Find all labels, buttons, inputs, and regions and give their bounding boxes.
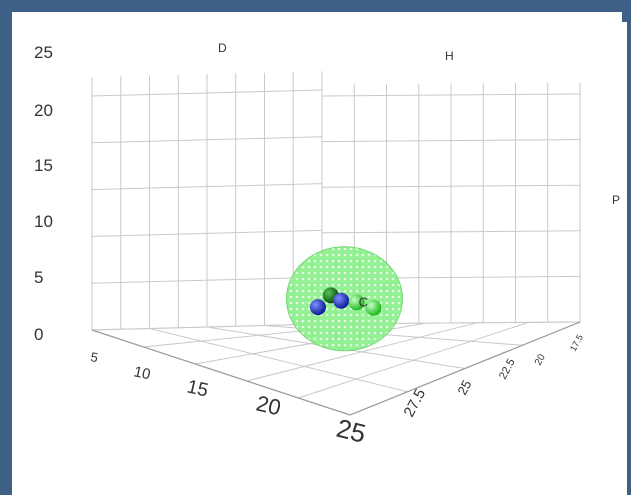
right-wall-gridline-h (321, 93, 581, 97)
left-wall-gridline-h (91, 136, 323, 144)
floor-edge (91, 321, 581, 416)
z-tick-label: 20 (34, 101, 53, 120)
z-tick-label: 0 (34, 325, 43, 344)
y-tick-label: 20 (533, 352, 548, 367)
wall-label: D (218, 41, 227, 55)
left-wall-gridline-h (91, 276, 323, 284)
data-point (309, 299, 326, 316)
y-tick-label: 17.5 (568, 333, 585, 353)
right-wall-gridline-h (321, 184, 581, 188)
x-tick-label: 15 (185, 376, 210, 401)
left-wall-gridline-h (91, 89, 323, 97)
x-tick-label: 25 (334, 413, 369, 449)
data-point (365, 299, 382, 316)
x-tick-label: 5 (89, 349, 99, 365)
point-label: C (359, 294, 368, 309)
x-tick-label: 10 (132, 363, 152, 383)
wall-label: H (445, 49, 454, 63)
right-wall-gridline-h (321, 139, 581, 143)
frame-border-top (0, 0, 631, 12)
y-tick-label: 25 (454, 378, 474, 398)
z-tick-label: 15 (34, 156, 53, 175)
right-wall-gridline-h (321, 230, 581, 234)
z-tick-label: 25 (34, 43, 53, 62)
z-tick-label: 10 (34, 212, 53, 231)
left-wall-gridline-h (91, 183, 323, 191)
wall-label: P (612, 193, 620, 207)
data-point (348, 294, 365, 311)
point-layer: C (309, 287, 382, 316)
left-wall-gridline-h (91, 229, 323, 237)
y-tick-label: 22.5 (497, 357, 518, 382)
floor-gridline-y (149, 328, 408, 393)
frame-border-left (0, 0, 12, 495)
x-tick-label: 20 (254, 391, 283, 421)
data-point (333, 292, 350, 309)
z-tick-label: 5 (34, 268, 43, 287)
